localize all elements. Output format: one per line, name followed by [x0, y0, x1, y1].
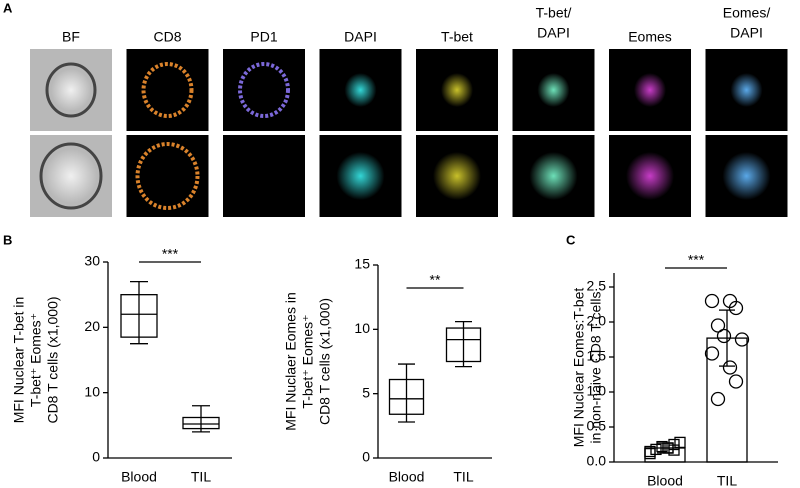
x-tick-label: TIL	[453, 469, 473, 485]
y-axis-label: MFI Nuclaer Eomes in	[283, 292, 299, 430]
data-point	[674, 436, 686, 449]
box	[445, 327, 482, 363]
y-axis-label: CD8 T cells (x1,000)	[45, 296, 61, 423]
box	[120, 294, 158, 338]
data-point	[710, 318, 726, 333]
significance-label: ***	[688, 252, 705, 268]
channel-label: BF	[62, 29, 80, 45]
nucleus	[441, 73, 473, 107]
y-axis-label: MFI Nuclear Eomes:T-bet	[571, 288, 587, 448]
nucleus	[336, 152, 385, 200]
x-tick-label: Blood	[389, 469, 425, 485]
y-tick-label: 2.5	[587, 278, 607, 294]
cell-body	[45, 149, 97, 203]
nucleus	[433, 152, 481, 200]
significance-label: **	[430, 272, 441, 288]
data-point	[716, 328, 732, 344]
nucleus	[529, 152, 578, 200]
significance-label: ***	[162, 246, 179, 262]
nucleus	[344, 73, 377, 107]
channel-label: T-bet/	[536, 5, 572, 21]
data-point	[650, 443, 662, 456]
y-axis-label: CD8 T cells (x1,000)	[317, 298, 333, 425]
y-tick-label: 2.0	[587, 313, 607, 329]
channel-label: Eomes/	[723, 5, 771, 21]
cell-ring	[39, 142, 103, 210]
y-tick-label: 10	[84, 383, 100, 399]
x-tick-label: Blood	[121, 469, 157, 485]
data-point	[704, 346, 720, 361]
cell-ring	[238, 62, 290, 118]
box	[388, 378, 425, 415]
channel-label: PD1	[250, 29, 277, 45]
channel-label: CD8	[153, 29, 181, 45]
panel-label: C	[566, 232, 576, 247]
micrograph	[126, 135, 209, 217]
y-tick-label: 5	[362, 384, 370, 400]
y-tick-label: 0	[92, 449, 100, 465]
data-point	[710, 391, 726, 407]
data-point	[722, 360, 738, 375]
panel-label: B	[3, 232, 12, 247]
cell-ring	[135, 142, 200, 210]
x-tick-label: Blood	[647, 473, 683, 488]
data-point	[644, 447, 656, 460]
panel-label: A	[3, 0, 13, 15]
micrograph	[223, 135, 305, 217]
data-point	[728, 300, 744, 316]
data-point	[728, 374, 744, 389]
y-axis-label: MFI Nuclear T-bet in	[11, 297, 27, 424]
y-tick-label: 1.5	[587, 348, 607, 364]
nucleus	[634, 73, 666, 107]
cell-body	[51, 69, 91, 111]
data-point	[662, 442, 674, 454]
y-tick-label: 0.0	[587, 453, 607, 469]
nucleus	[730, 73, 763, 107]
x-tick-label: TIL	[191, 469, 211, 485]
channel-label: DAPI	[537, 25, 570, 41]
y-tick-label: 1.0	[587, 383, 607, 399]
y-axis-label: in non-naive CD8 T cells	[588, 291, 604, 443]
nucleus	[722, 152, 771, 200]
data-point	[668, 444, 680, 456]
channel-label: DAPI	[344, 29, 377, 45]
box	[182, 416, 220, 430]
channel-label: Eomes	[628, 29, 672, 45]
nucleus	[537, 73, 570, 107]
y-axis-label: T-bet⁺ Eomes⁺	[300, 314, 316, 408]
data-point	[734, 332, 750, 347]
micrograph	[223, 49, 305, 131]
y-tick-label: 0	[362, 449, 370, 465]
y-tick-label: 20	[84, 318, 100, 334]
x-tick-label: TIL	[717, 473, 737, 488]
cell-ring	[141, 62, 194, 118]
nucleus	[626, 152, 674, 200]
data-point	[704, 293, 720, 309]
data-point	[656, 440, 668, 453]
channel-label: T-bet	[441, 29, 473, 45]
cell-ring	[45, 62, 97, 118]
y-tick-label: 10	[354, 320, 370, 336]
micrograph	[126, 49, 209, 131]
y-tick-label: 0.5	[587, 418, 607, 434]
y-axis-label: T-bet⁺ Eomes⁺	[28, 313, 44, 407]
y-tick-label: 15	[354, 256, 370, 272]
channel-label: DAPI	[730, 25, 763, 41]
y-tick-label: 30	[84, 253, 100, 269]
